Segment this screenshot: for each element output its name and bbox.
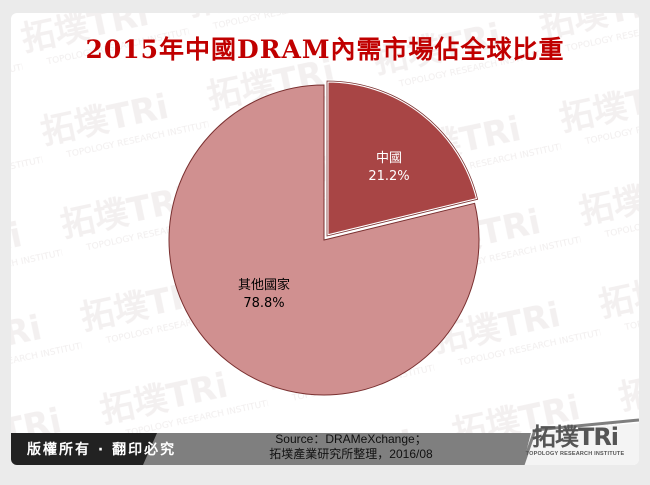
logo-wordmark: 拓墣TRi bbox=[531, 423, 619, 451]
slice-label-others-value: 78.8% bbox=[243, 296, 284, 311]
slice-label-china-name: 中國 bbox=[376, 151, 402, 166]
source-line-2: 拓墣產業研究所整理，2016/08 bbox=[269, 447, 433, 461]
pie-slice-others[interactable] bbox=[168, 84, 480, 396]
logo-subtitle: TOPOLOGY RESEARCH INSTITUTE bbox=[525, 451, 625, 457]
source-note: Source：DRAMeXchange； 拓墣產業研究所整理，2016/08 bbox=[211, 432, 491, 462]
footer-shapes bbox=[11, 418, 639, 465]
slice-label-china-value: 21.2% bbox=[368, 169, 409, 184]
pie-chart: 中國 21.2% 其他國家 78.8% bbox=[168, 79, 480, 396]
tri-logo: 拓墣TRi TOPOLOGY RESEARCH INSTITUTE bbox=[525, 423, 625, 457]
footer-bar: 版權所有 · 翻印必究 Source：DRAMeXchange； 拓墣產業研究所… bbox=[11, 415, 639, 465]
source-line-1: Source：DRAMeXchange； bbox=[275, 432, 427, 446]
copyright-text: 版權所有 · 翻印必究 bbox=[27, 442, 177, 458]
slice-label-others-name: 其他國家 bbox=[238, 277, 290, 293]
slide-card: 拓墣TRi TOPOLOGY RESEARCH INSTITUTE 2015年中… bbox=[11, 13, 639, 465]
chart-title: 2015年中國DRAM內需市場佔全球比重 bbox=[85, 35, 565, 64]
